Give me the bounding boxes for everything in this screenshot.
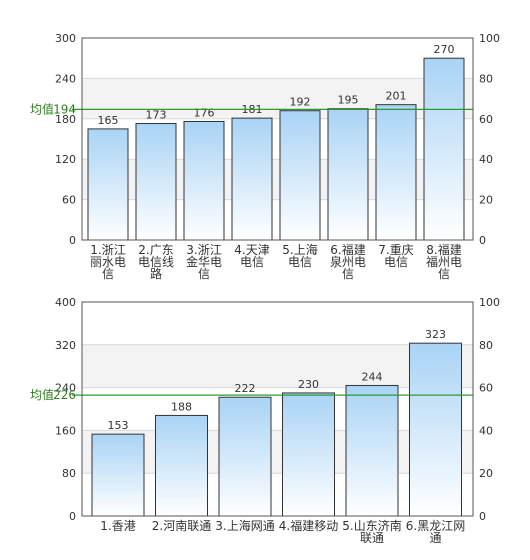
y-tick-label: 80 — [62, 467, 76, 480]
category-label: 电信 — [240, 255, 264, 269]
category-label: 3.上海网通 — [215, 518, 274, 533]
category-label: 金华电 — [186, 254, 222, 269]
category-label: 信 — [438, 267, 450, 281]
category-label: 8.福建 — [426, 242, 461, 257]
data-label: 270 — [434, 43, 455, 56]
y2-tick-label: 20 — [479, 467, 493, 480]
bar — [279, 110, 321, 241]
chart-bottom: 0 80 160 240 320 400 0 20 40 60 80 100 153 1.香港 188 2.河… — [30, 296, 500, 545]
category-label: 通 — [429, 531, 441, 545]
data-label: 222 — [235, 382, 256, 395]
category-label: 2.河南联通 — [152, 518, 211, 533]
bar — [375, 104, 417, 241]
category-label: 3.浙江 — [186, 243, 221, 257]
data-label: 188 — [171, 400, 192, 413]
bar — [231, 117, 273, 241]
category-label: 2.广东 — [138, 243, 173, 257]
y2-tick-label: 60 — [479, 382, 493, 395]
y2-tick-label: 0 — [479, 234, 486, 247]
y-tick-label: 120 — [55, 153, 76, 166]
category-label: 路 — [150, 266, 162, 281]
category-label: 丽水电 — [90, 255, 126, 269]
y2-tick-label: 0 — [479, 510, 486, 523]
grid-band — [82, 344, 473, 388]
data-label: 176 — [194, 106, 215, 119]
data-label: 195 — [338, 94, 359, 107]
plot-frame — [81, 301, 474, 517]
y2-tick-label: 80 — [479, 72, 493, 85]
data-label: 230 — [298, 378, 319, 391]
bar — [423, 57, 465, 241]
bar — [91, 433, 145, 517]
data-label: 323 — [425, 328, 446, 341]
bar — [327, 108, 369, 241]
category-label: 电信 — [288, 255, 312, 269]
bar — [183, 120, 225, 241]
category-label: 7.重庆 — [378, 243, 413, 257]
category-label: 6.黑龙江网 — [406, 519, 465, 533]
data-label: 192 — [290, 96, 311, 109]
data-label: 153 — [108, 419, 129, 432]
bar — [409, 342, 462, 517]
data-label: 201 — [386, 90, 407, 103]
y2-tick-label: 80 — [479, 339, 493, 352]
average-label: 均值 — [30, 387, 54, 402]
data-label: 165 — [98, 114, 119, 127]
category-label: 信 — [102, 267, 114, 281]
category-label: 泉州电 — [330, 255, 366, 269]
y-tick-label: 300 — [55, 32, 76, 45]
average-value-label: 226 — [53, 388, 76, 402]
category-label: 信 — [198, 267, 210, 281]
category-label: 联通 — [360, 531, 384, 545]
plot-frame — [81, 37, 474, 241]
category-label: 5.山东济南 — [342, 518, 401, 533]
category-label: 信 — [342, 267, 354, 281]
category-label: 福州电 — [426, 254, 462, 269]
y-tick-label: 240 — [55, 72, 76, 85]
category-label: 1.香港 — [100, 519, 135, 533]
chart-top: 0601201802403000204060801001651.浙江丽水电信17… — [30, 32, 500, 281]
y-tick-label: 400 — [55, 296, 76, 309]
y2-tick-label: 40 — [479, 424, 493, 437]
bar — [135, 123, 177, 241]
average-label: 均值 — [30, 101, 54, 116]
y2-tick-label: 100 — [479, 32, 500, 45]
category-label: 4.福建移动 — [279, 518, 338, 533]
y-tick-label: 180 — [55, 113, 76, 126]
category-label: 1.浙江 — [90, 243, 125, 257]
bar — [87, 128, 129, 241]
grid-band — [82, 430, 473, 474]
bar — [155, 414, 208, 517]
y-tick-label: 60 — [62, 194, 76, 207]
bar — [218, 396, 272, 517]
y2-tick-label: 20 — [479, 194, 493, 207]
category-label: 电信 — [384, 255, 408, 269]
category-label: 5.上海 — [282, 242, 317, 257]
data-label: 173 — [146, 109, 167, 122]
y2-tick-label: 60 — [479, 113, 493, 126]
y-tick-label: 0 — [69, 510, 76, 523]
bar — [282, 392, 335, 517]
y2-tick-label: 100 — [479, 296, 500, 309]
bar — [345, 384, 399, 517]
y-tick-label: 160 — [55, 424, 76, 437]
category-label: 6.福建 — [330, 242, 365, 257]
average-value-label: 194 — [53, 102, 76, 116]
y-tick-label: 240 — [55, 382, 76, 395]
y2-tick-label: 40 — [479, 153, 493, 166]
data-label: 244 — [362, 370, 383, 383]
y-tick-label: 0 — [69, 234, 76, 247]
category-label: 电信线 — [138, 255, 174, 269]
category-label: 4.天津 — [234, 243, 269, 257]
y-tick-label: 320 — [55, 339, 76, 352]
